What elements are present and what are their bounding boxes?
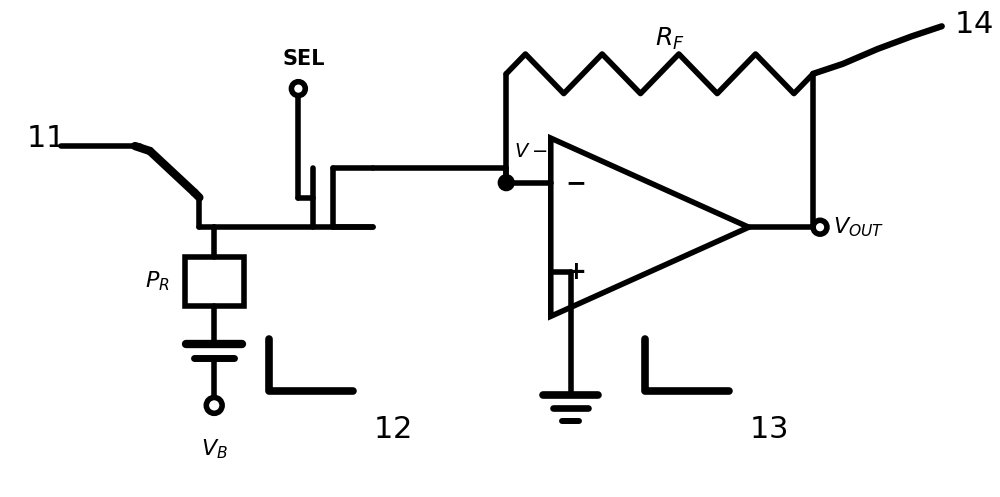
Text: $12$: $12$ xyxy=(373,415,410,444)
Bar xyxy=(185,257,244,307)
Circle shape xyxy=(498,175,514,190)
Text: $13$: $13$ xyxy=(749,415,787,444)
Text: +: + xyxy=(565,260,586,284)
Text: −: − xyxy=(565,170,586,195)
Text: $14$: $14$ xyxy=(954,10,993,39)
Text: $V_B$: $V_B$ xyxy=(201,437,228,461)
Text: $11$: $11$ xyxy=(26,124,64,153)
Text: $R_F$: $R_F$ xyxy=(655,26,684,52)
Text: SEL: SEL xyxy=(282,49,325,69)
Text: $V-$: $V-$ xyxy=(514,142,548,161)
Text: $P_R$: $P_R$ xyxy=(145,270,170,293)
Text: $V_{OUT}$: $V_{OUT}$ xyxy=(833,215,884,239)
